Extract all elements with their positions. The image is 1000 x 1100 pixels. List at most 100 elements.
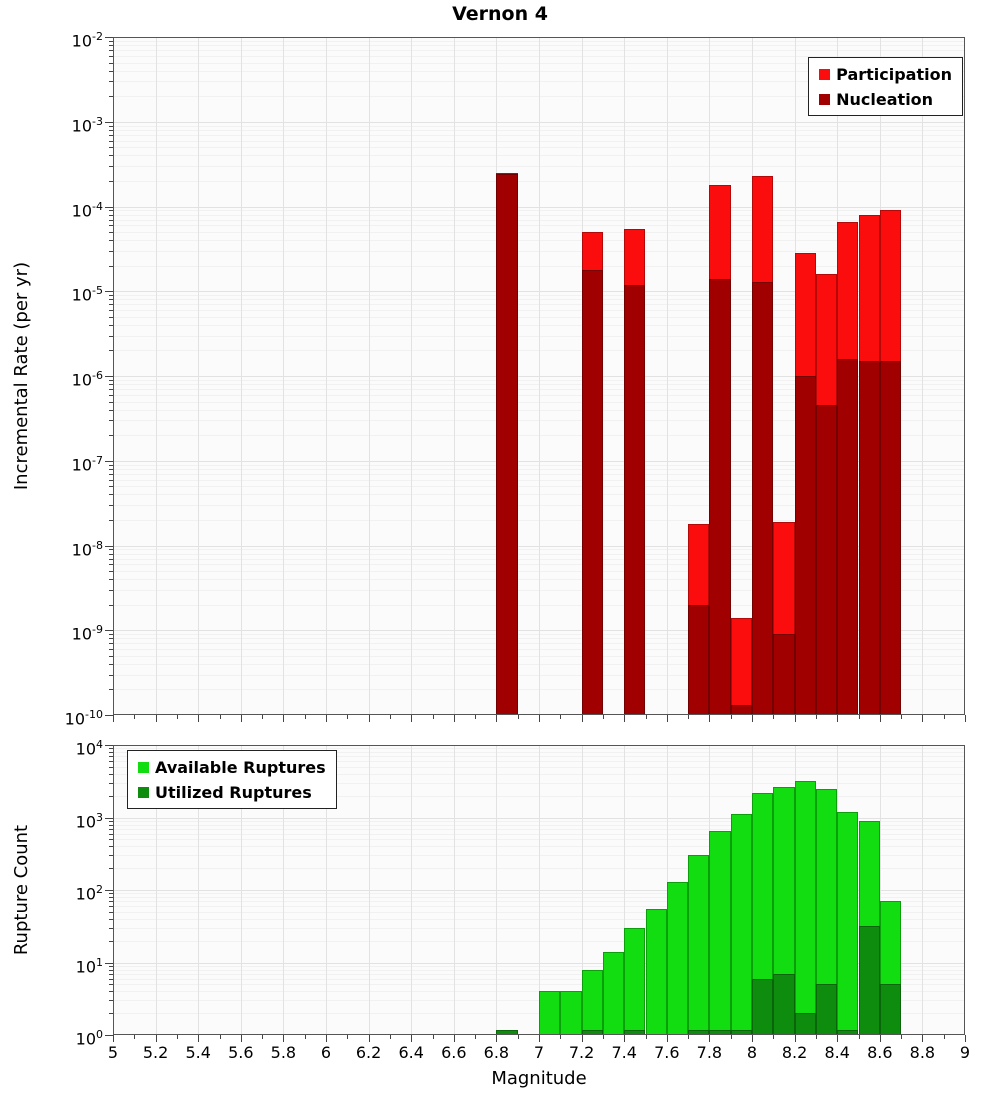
bar-participation: [730, 617, 752, 715]
x-minor-tick: [219, 1035, 221, 1039]
y-tick-label: 10-10: [64, 708, 103, 729]
y-major-tick: [105, 1035, 113, 1036]
x-major-tick: [113, 715, 114, 722]
x-major-tick: [752, 1035, 753, 1042]
y-major-tick: [105, 962, 113, 964]
x-gridline: [155, 37, 157, 715]
x-major-tick: [624, 715, 626, 722]
x-gridline: [240, 745, 242, 1035]
x-gridline: [496, 745, 498, 1035]
bar-utilized-ruptures: [815, 984, 838, 1035]
y-minor-tick: [109, 324, 113, 326]
y-minor-tick: [109, 901, 113, 903]
y-minor-tick: [109, 219, 113, 221]
y-minor-tick: [109, 634, 113, 636]
x-major-tick: [794, 715, 796, 722]
x-major-tick: [581, 1035, 583, 1042]
y-minor-tick: [109, 240, 113, 242]
x-major-tick: [666, 715, 668, 722]
y-tick-label: 10-9: [71, 623, 103, 644]
x-major-tick: [539, 715, 540, 722]
x-major-tick: [411, 1035, 413, 1042]
x-minor-tick: [517, 715, 519, 719]
x-gridline: [326, 37, 327, 715]
x-gridline: [240, 37, 242, 715]
y-minor-tick: [109, 210, 113, 212]
bar-nucleation: [858, 361, 880, 715]
y-tick-label: 101: [75, 955, 103, 976]
y-major-tick: [105, 890, 113, 891]
y-minor-tick: [109, 649, 113, 651]
x-tick-label: 5: [107, 1043, 119, 1062]
y-axis-title: Incremental Rate (per yr): [11, 261, 32, 491]
x-minor-tick: [901, 1035, 903, 1039]
x-minor-tick: [176, 1035, 178, 1039]
y-tick-label: 100: [75, 1028, 103, 1049]
y-minor-tick: [109, 868, 113, 870]
x-major-tick: [198, 715, 200, 722]
x-minor-tick: [773, 715, 775, 719]
y-minor-tick: [109, 232, 113, 233]
bar-nucleation: [794, 376, 816, 715]
x-tick-label: 7.2: [568, 1043, 595, 1062]
bar-available-ruptures: [666, 881, 689, 1035]
y-minor-tick: [109, 940, 113, 942]
bar-available-ruptures: [837, 811, 859, 1035]
x-minor-tick: [815, 715, 817, 719]
legend: Participation Nucleation: [808, 57, 963, 116]
x-tick-label: 5.6: [228, 1043, 254, 1062]
y-minor-tick: [109, 350, 113, 352]
y-minor-tick: [109, 833, 113, 835]
bar-available-ruptures: [730, 814, 752, 1035]
y-tick-label: 10-4: [71, 199, 103, 220]
bar-utilized-ruptures: [709, 1030, 731, 1035]
y-minor-tick: [109, 389, 113, 391]
legend-label: Participation: [836, 64, 952, 84]
x-tick-label: 8.4: [824, 1043, 850, 1062]
x-minor-tick: [858, 1035, 860, 1039]
x-major-tick: [922, 1035, 924, 1042]
chart-title: Vernon 4: [452, 3, 548, 25]
x-tick-label: 6.8: [483, 1043, 510, 1062]
x-gridline: [411, 745, 413, 1035]
y-minor-tick: [109, 752, 113, 754]
x-minor-tick: [475, 715, 477, 719]
y-minor-tick: [109, 674, 113, 676]
x-minor-tick: [773, 1035, 775, 1039]
x-gridline: [539, 37, 540, 715]
x-major-tick: [326, 1035, 327, 1042]
x-tick-label: 7.6: [654, 1043, 680, 1062]
bar-available-ruptures: [688, 855, 710, 1035]
bar-utilized-ruptures: [496, 1030, 518, 1035]
x-minor-tick: [645, 715, 647, 719]
y-minor-tick: [109, 129, 113, 131]
x-tick-label: 5.4: [185, 1043, 211, 1062]
x-major-tick: [709, 1035, 711, 1042]
x-major-tick: [879, 715, 881, 722]
bar-utilized-ruptures: [879, 984, 902, 1035]
x-minor-tick: [304, 1035, 306, 1039]
y-minor-tick: [109, 50, 113, 52]
y-tick-label: 10-8: [71, 538, 103, 559]
y-minor-tick: [109, 906, 113, 908]
x-major-tick: [539, 1035, 540, 1042]
y-minor-tick: [109, 316, 113, 318]
x-gridline: [155, 745, 157, 1035]
y-major-tick: [105, 630, 113, 632]
x-major-tick: [155, 715, 157, 722]
x-axis-title: Magnitude: [491, 1068, 587, 1089]
x-tick-label: 8: [746, 1043, 758, 1062]
x-gridline: [326, 745, 327, 1035]
bar-available-ruptures: [581, 969, 603, 1035]
x-major-tick: [496, 715, 498, 722]
y-minor-tick: [109, 918, 113, 920]
x-gridline: [283, 745, 285, 1035]
x-tick-label: 5.2: [142, 1043, 169, 1062]
x-minor-tick: [517, 1035, 519, 1039]
x-gridline: [368, 37, 370, 715]
x-tick-label: 7: [533, 1043, 545, 1062]
x-tick-label: 9: [959, 1043, 971, 1062]
bar-nucleation: [879, 361, 902, 715]
x-major-tick: [453, 1035, 455, 1042]
